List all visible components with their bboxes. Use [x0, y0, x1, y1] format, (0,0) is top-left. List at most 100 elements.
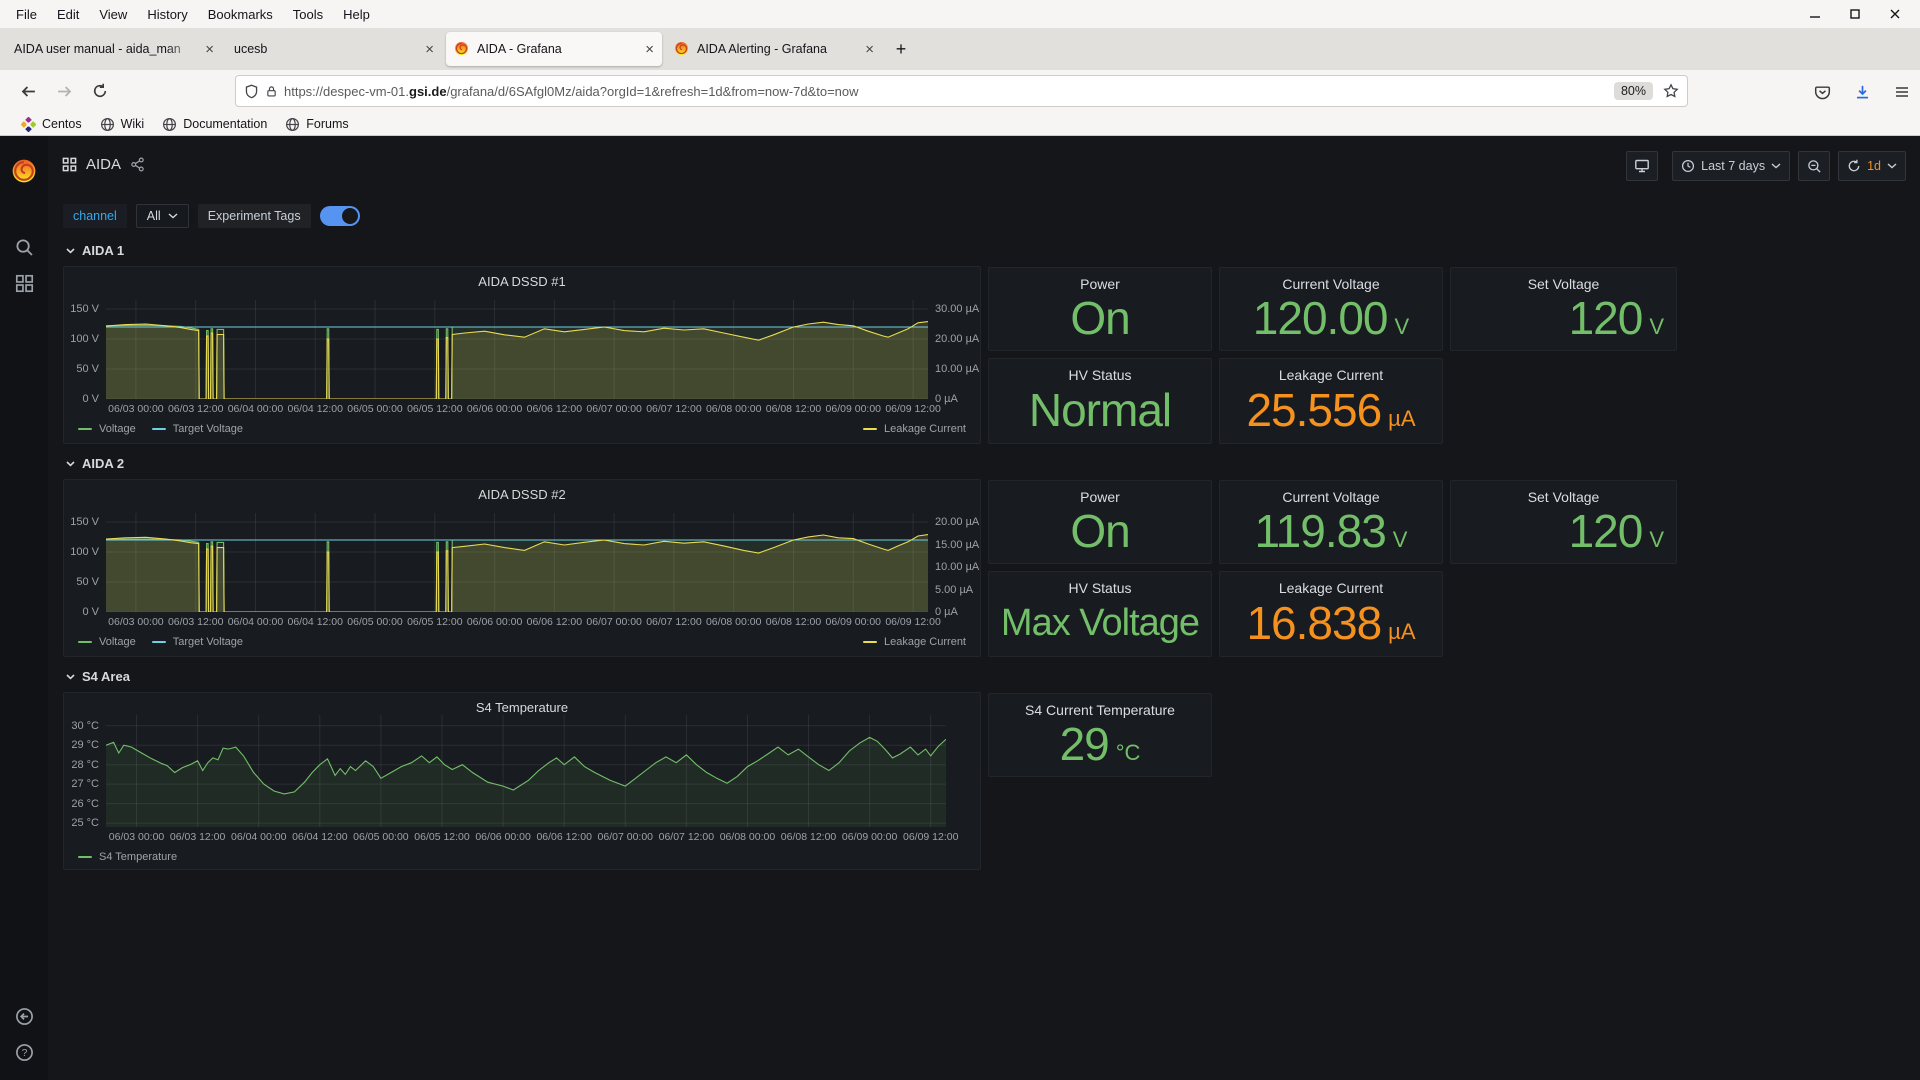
section-header-aida-1[interactable]: AIDA 1: [66, 243, 124, 258]
chart-panel: AIDA DSSD #1 150 V 100 V 50 V 0 V 30.00 µA 20.…: [63, 266, 981, 444]
menu-help[interactable]: Help: [343, 6, 370, 22]
tab-2[interactable]: ucesb ×: [226, 32, 442, 66]
bookmark-centos[interactable]: Centos: [12, 115, 91, 134]
legend-swatch: [78, 428, 92, 430]
reload-button[interactable]: [84, 75, 116, 107]
menu-items: File Edit View History Bookmarks Tools Help: [6, 4, 380, 25]
x-axis-tick-label: 06/07 12:00: [646, 403, 702, 415]
tab-close-icon[interactable]: ×: [865, 40, 874, 58]
minimize-button[interactable]: [1808, 7, 1822, 21]
menu-tools[interactable]: Tools: [292, 6, 324, 22]
variable-channel-value-dropdown[interactable]: All: [135, 204, 189, 228]
app-menu-button[interactable]: [1886, 76, 1918, 108]
panel-title[interactable]: AIDA DSSD #1: [478, 274, 566, 289]
stat-panel: Set Voltage 120 V: [1450, 267, 1677, 351]
url-bar[interactable]: https://despec-vm-01. gsi.de/grafana/d/6S…: [235, 75, 1688, 107]
bookmark-wiki[interactable]: Wiki: [91, 115, 154, 134]
tab-1[interactable]: AIDA user manual - aida_man ×: [6, 32, 222, 66]
grafana-sidebar: [0, 136, 48, 1080]
download-icon: [1854, 84, 1871, 101]
legend-label: Voltage: [99, 636, 136, 648]
new-tab-button[interactable]: +: [895, 38, 907, 59]
stat-panel-title[interactable]: S4 Current Temperature: [1025, 702, 1175, 718]
url-domain: gsi.de: [409, 83, 447, 99]
stat-panel-title[interactable]: Set Voltage: [1527, 276, 1600, 292]
stat-panel-title[interactable]: Current Voltage: [1282, 489, 1380, 505]
bookmark-star-icon[interactable]: [1663, 83, 1679, 99]
share-icon[interactable]: [130, 157, 145, 172]
stat-panel: Power On: [988, 267, 1212, 351]
bookmark-label: Forums: [306, 117, 349, 131]
tab-strip: AIDA user manual - aida_man × ucesb × AIDA -…: [6, 32, 886, 66]
experiment-tags-toggle[interactable]: [319, 206, 360, 226]
stat-value-wrap: On: [999, 505, 1201, 557]
search-icon[interactable]: [0, 238, 48, 257]
legend-item[interactable]: Voltage: [78, 636, 136, 648]
stat-panel-title[interactable]: Current Voltage: [1282, 276, 1380, 292]
stat-panel-title[interactable]: Power: [1080, 489, 1120, 505]
legend-item[interactable]: Leakage Current: [863, 636, 966, 648]
tab-close-icon[interactable]: ×: [425, 40, 434, 58]
chart-plot[interactable]: [106, 715, 946, 827]
grafana-logo-icon[interactable]: [0, 158, 48, 184]
chart-panel: S4 Temperature 30 °C 29 °C 28 °C 27 °C 26 °C 2…: [63, 692, 981, 870]
x-axis-tick-label: 06/05 12:00: [414, 831, 470, 843]
stat-panel: Leakage Current 16.838 µA: [1219, 571, 1443, 657]
variable-channel-label[interactable]: channel: [63, 204, 127, 228]
x-axis-tick-label: 06/08 12:00: [780, 831, 837, 843]
x-axis-tick-label: 06/09 12:00: [885, 616, 941, 628]
menu-bookmarks[interactable]: Bookmarks: [207, 6, 273, 22]
menu-file[interactable]: File: [16, 6, 37, 22]
help-icon[interactable]: ?: [0, 1043, 48, 1062]
legend-label: Voltage: [99, 423, 136, 435]
stat-unit: µA: [1388, 619, 1416, 644]
pocket-icon: [1814, 84, 1831, 101]
menu-view[interactable]: View: [99, 6, 128, 22]
tv-mode-button[interactable]: [1626, 151, 1659, 181]
centos-icon: [21, 116, 36, 132]
x-axis-tick-label: 06/04 12:00: [287, 616, 343, 628]
panel-title[interactable]: AIDA DSSD #2: [478, 487, 566, 502]
time-range-picker[interactable]: Last 7 days: [1672, 151, 1791, 181]
bookmark-forums[interactable]: Forums: [276, 115, 357, 134]
legend-item[interactable]: Target Voltage: [151, 423, 243, 435]
menu-edit[interactable]: Edit: [56, 6, 80, 22]
x-axis-tick-label: 06/04 00:00: [230, 831, 287, 843]
legend-item[interactable]: Leakage Current: [863, 423, 966, 435]
section-header-s4-area[interactable]: S4 Area: [66, 669, 130, 684]
maximize-button[interactable]: [1848, 7, 1862, 21]
downloads-button[interactable]: [1846, 76, 1878, 108]
stat-panel-title[interactable]: Leakage Current: [1278, 580, 1384, 596]
tab-3[interactable]: AIDA - Grafana ×: [446, 32, 662, 66]
refresh-picker[interactable]: 1d: [1838, 151, 1906, 181]
dashboards-icon[interactable]: [0, 274, 48, 293]
x-axis-tick-label: 06/06 00:00: [466, 616, 523, 628]
stat-panel-title[interactable]: Power: [1080, 276, 1120, 292]
dashboard-title: AIDA: [86, 155, 122, 173]
forward-button[interactable]: [48, 75, 80, 107]
menu-history[interactable]: History: [147, 6, 188, 22]
stat-panel-title[interactable]: HV Status: [1068, 580, 1132, 596]
tab-close-icon[interactable]: ×: [205, 40, 214, 58]
stat-panel-title[interactable]: Leakage Current: [1278, 367, 1384, 383]
zoom-level-badge[interactable]: 80%: [1613, 82, 1653, 100]
pocket-button[interactable]: [1806, 76, 1838, 108]
legend-item[interactable]: S4 Temperature: [78, 851, 177, 863]
chart-plot[interactable]: [106, 513, 928, 612]
monitor-icon: [1634, 158, 1650, 174]
legend-item[interactable]: Target Voltage: [151, 636, 243, 648]
exit-icon[interactable]: [0, 1007, 48, 1026]
chart-plot[interactable]: [106, 300, 928, 399]
panel-title[interactable]: S4 Temperature: [475, 700, 569, 715]
close-button[interactable]: [1888, 7, 1902, 21]
section-header-aida-2[interactable]: AIDA 2: [66, 456, 124, 471]
back-button[interactable]: [12, 75, 44, 107]
bookmark-documentation[interactable]: Documentation: [153, 115, 276, 134]
stat-value: 119.83 V: [1255, 504, 1408, 558]
zoom-out-button[interactable]: [1798, 151, 1831, 181]
tab-4[interactable]: AIDA Alerting - Grafana ×: [666, 32, 882, 66]
stat-panel-title[interactable]: Set Voltage: [1527, 489, 1600, 505]
tab-close-icon[interactable]: ×: [645, 40, 654, 58]
stat-panel-title[interactable]: HV Status: [1068, 367, 1132, 383]
legend-item[interactable]: Voltage: [78, 423, 136, 435]
